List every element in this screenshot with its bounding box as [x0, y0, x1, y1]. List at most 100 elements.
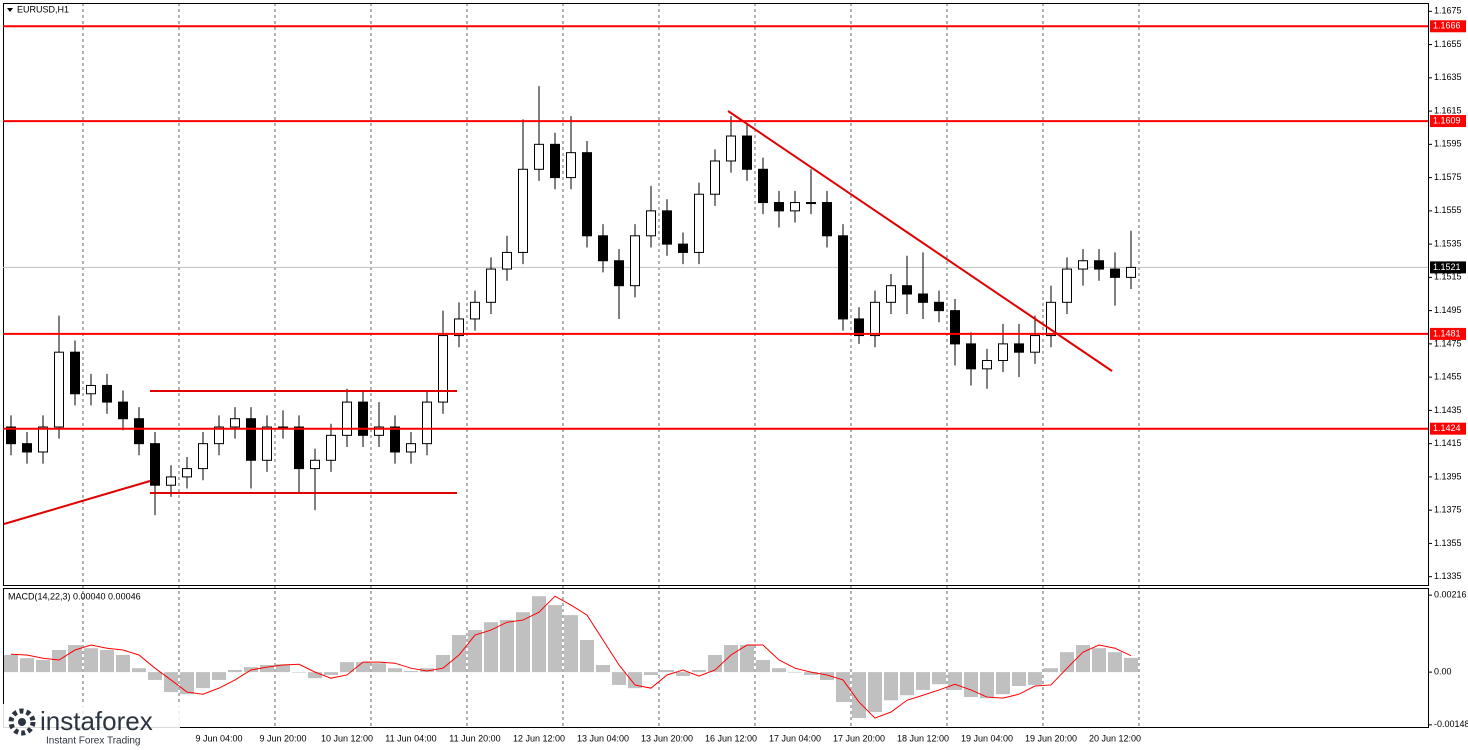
macd-bar — [164, 672, 178, 693]
y-tick-label: 1.1675 — [1434, 6, 1462, 16]
macd-bar — [820, 672, 834, 680]
y-tick-label: 1.1475 — [1434, 338, 1462, 348]
y-tick-label: 1.1535 — [1434, 238, 1462, 248]
macd-bar — [516, 612, 530, 673]
candle-body — [950, 310, 960, 345]
macd-bar — [484, 622, 498, 673]
candle-body — [214, 426, 224, 445]
y-tick-label: 1.1635 — [1434, 72, 1462, 82]
candle-body — [582, 152, 592, 237]
plot-layer: 1.1675 1.1655 1.1635 1.1615 1.1595 1.1575 1.15… — [3, 3, 1468, 743]
x-tick-label: 18 Jun 12:00 — [897, 733, 949, 743]
candle-body — [166, 476, 176, 486]
candle-body — [118, 401, 128, 420]
candle-body — [838, 235, 848, 320]
candle-body — [326, 434, 336, 461]
candle-body — [598, 235, 608, 262]
candle-body — [86, 384, 96, 395]
y-tick-label: 1.1455 — [1434, 372, 1462, 382]
macd-bar — [580, 640, 594, 673]
candle-body — [518, 168, 528, 253]
macd-bar — [756, 659, 770, 673]
x-tick-label: 16 Jun 12:00 — [705, 733, 757, 743]
macd-bar — [84, 648, 98, 673]
x-tick-label: 19 Jun 20:00 — [1025, 733, 1077, 743]
y-tick-label: 1.1575 — [1434, 172, 1462, 182]
watermark-icon — [18, 718, 26, 726]
level-label-box — [1430, 115, 1466, 128]
candle-body — [726, 135, 736, 162]
candle-body — [70, 351, 80, 395]
candle-body — [262, 426, 272, 461]
macd-bar — [500, 620, 514, 673]
level-label-box — [1430, 327, 1466, 340]
macd-y-tick-label: 0.00 — [1434, 666, 1452, 676]
candle-body — [38, 426, 48, 453]
macd-bar — [772, 668, 786, 673]
candle-body — [102, 384, 112, 403]
candle-body — [1014, 343, 1024, 353]
macd-bar — [260, 664, 274, 673]
y-tick-label: 1.1595 — [1434, 139, 1462, 149]
candle-body — [1078, 260, 1088, 270]
x-tick-label: 13 Jun 04:00 — [577, 733, 629, 743]
candle-body — [230, 418, 240, 428]
macd-bar — [388, 668, 402, 673]
macd-bar — [276, 664, 290, 673]
trend-line — [3, 480, 151, 525]
macd-bar — [68, 645, 82, 673]
macd-bar — [180, 672, 194, 695]
candle-body — [1046, 301, 1056, 337]
macd-bar — [868, 672, 882, 713]
y-tick-label: 1.1335 — [1434, 571, 1462, 581]
macd-bar — [900, 672, 914, 696]
candle-body — [982, 360, 992, 370]
macd-bar — [884, 672, 898, 701]
macd-bar — [100, 650, 114, 673]
macd-bar — [932, 672, 946, 685]
macd-bar — [212, 672, 226, 680]
level-label-box — [1430, 20, 1466, 33]
candle-body — [134, 418, 144, 445]
x-tick-label: 11 Jun 04:00 — [385, 733, 436, 743]
candle-body — [454, 318, 464, 337]
candle-body — [886, 285, 896, 303]
last-price-label: 1.1521 — [1433, 262, 1461, 272]
candle-body — [54, 351, 64, 428]
macd-bar — [132, 668, 146, 673]
macd-bar — [436, 655, 450, 673]
x-tick-label: 17 Jun 20:00 — [833, 733, 885, 743]
trend-line — [727, 110, 1113, 372]
x-tick-label: 12 Jun 12:00 — [513, 733, 565, 743]
x-tick-label: 9 Jun 04:00 — [195, 733, 242, 743]
macd-bar — [644, 672, 658, 675]
level-label: 1.1481 — [1433, 328, 1461, 338]
candle-body — [390, 426, 400, 453]
macd-bar — [788, 672, 802, 673]
x-tick-label: 17 Jun 04:00 — [769, 733, 821, 743]
candle-body — [1030, 335, 1040, 353]
macd-bar — [1044, 668, 1058, 673]
y-tick-label: 1.1555 — [1434, 205, 1462, 215]
candle-body — [566, 152, 576, 179]
watermark-tagline: Instant Forex Trading — [46, 736, 141, 747]
y-tick-label: 1.1495 — [1434, 305, 1462, 315]
macd-bar — [916, 672, 930, 690]
macd-bar — [676, 672, 690, 677]
y-tick-label: 1.1435 — [1434, 405, 1462, 415]
macd-y-tick-label: 0.00216 — [1434, 590, 1467, 600]
level-label-box — [1430, 422, 1466, 435]
candle-body — [438, 335, 448, 403]
macd-bar — [628, 672, 642, 689]
candle-body — [630, 235, 640, 287]
x-tick-label: 13 Jun 20:00 — [641, 733, 693, 743]
macd-bar — [324, 672, 338, 675]
x-tick-label: 9 Jun 20:00 — [259, 733, 306, 743]
macd-bar — [1012, 672, 1026, 687]
candle-body — [662, 210, 672, 245]
macd-bar — [404, 671, 418, 673]
candle-body — [1110, 268, 1120, 278]
macd-bar — [836, 672, 850, 703]
